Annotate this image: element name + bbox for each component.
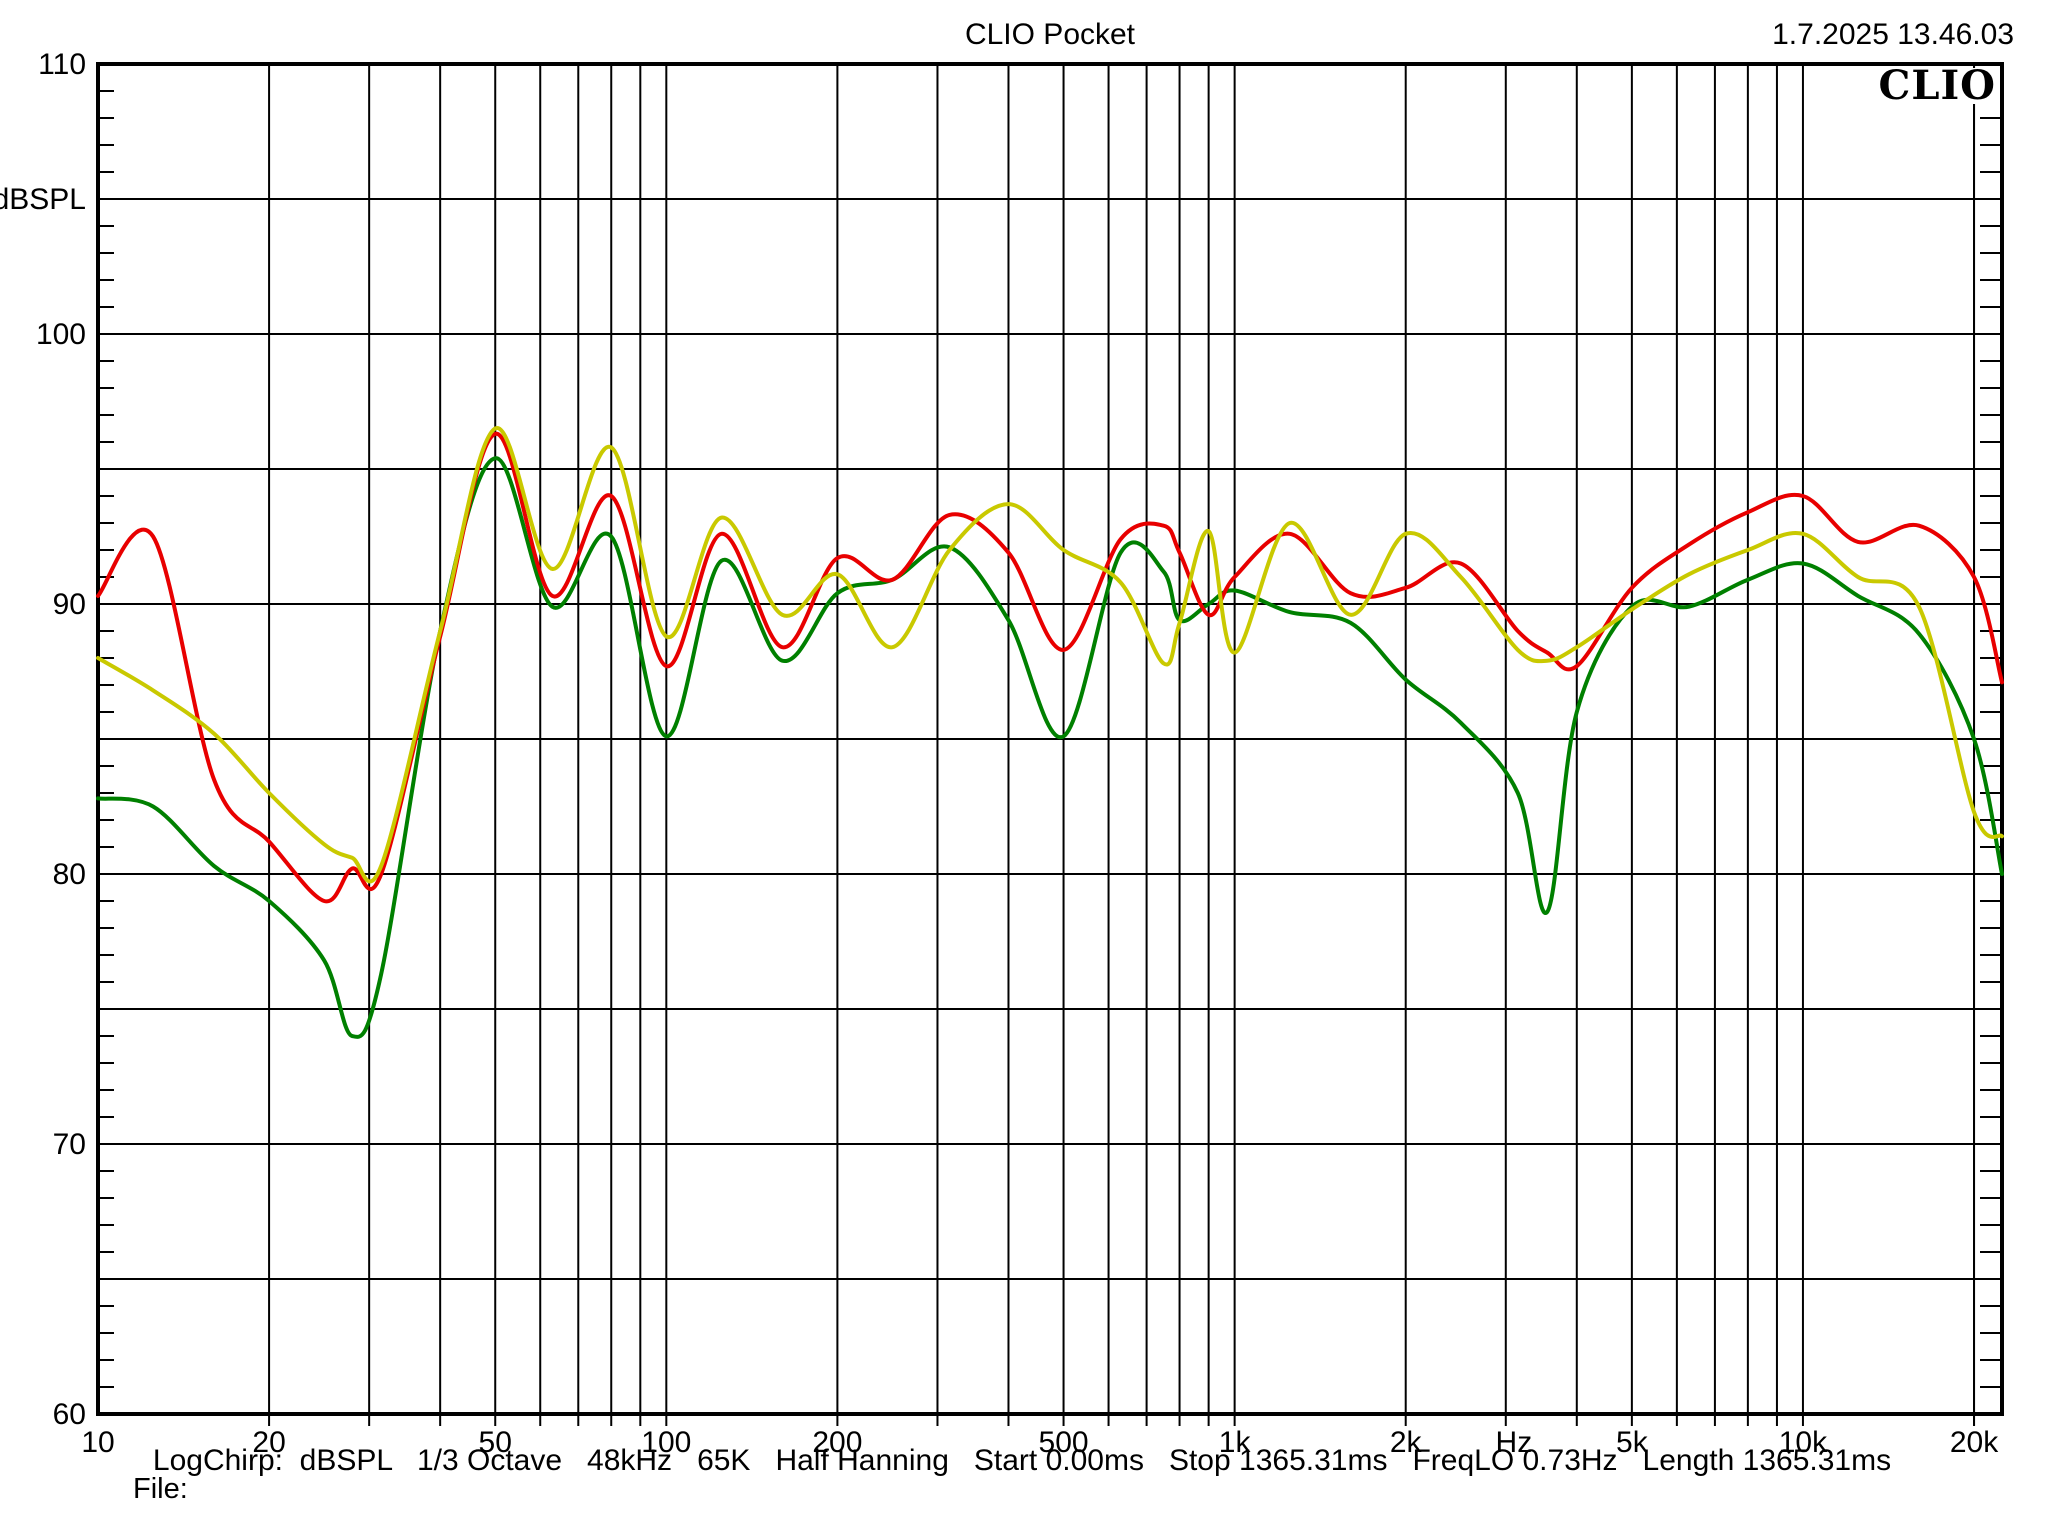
x-tick-label: 1k (1219, 1426, 1252, 1459)
y-tick-label: 80 (53, 858, 86, 891)
x-tick-label: 20k (1950, 1426, 1999, 1459)
y-tick-label: 60 (53, 1398, 86, 1431)
measurement-status-line: LogChirp: dBSPL 1/3 Octave 48kHz 65K Hal… (153, 1444, 1891, 1477)
x-tick-label: 10k (1779, 1426, 1828, 1459)
datetime-label: 1.7.2025 13.46.03 (1772, 18, 2014, 51)
y-tick-label: 100 (36, 318, 86, 351)
page-title: CLIO Pocket (965, 18, 1136, 51)
x-tick-label: 100 (641, 1426, 691, 1459)
x-tick-label: 5k (1616, 1426, 1649, 1459)
logo-background (1936, 68, 2000, 104)
x-tick-label: 500 (1039, 1426, 1089, 1459)
x-tick-label: 20 (252, 1426, 285, 1459)
curve-red (96, 431, 2004, 904)
x-tick-label: 2k (1390, 1426, 1423, 1459)
x-tick-label: 10 (81, 1426, 114, 1459)
chart-border (96, 62, 2004, 1416)
file-label: File: (133, 1473, 188, 1505)
clio-logo: CLIO (1878, 62, 1996, 109)
x-tick-label: 50 (479, 1426, 512, 1459)
x-axis-unit-label: Hz (1496, 1426, 1533, 1459)
curve-yellow (96, 426, 2004, 884)
y-tick-label: 90 (53, 588, 86, 621)
chart-curves (96, 426, 2004, 1039)
y-tick-label: 70 (53, 1128, 86, 1161)
x-tick-label: 200 (812, 1426, 862, 1459)
chart-gridlines (98, 64, 2002, 1414)
chart-minor-ticks (98, 90, 2002, 1426)
y-axis-unit-label: dBSPL (0, 183, 86, 216)
y-tick-label: 110 (38, 48, 86, 81)
curve-green (96, 456, 2004, 1039)
